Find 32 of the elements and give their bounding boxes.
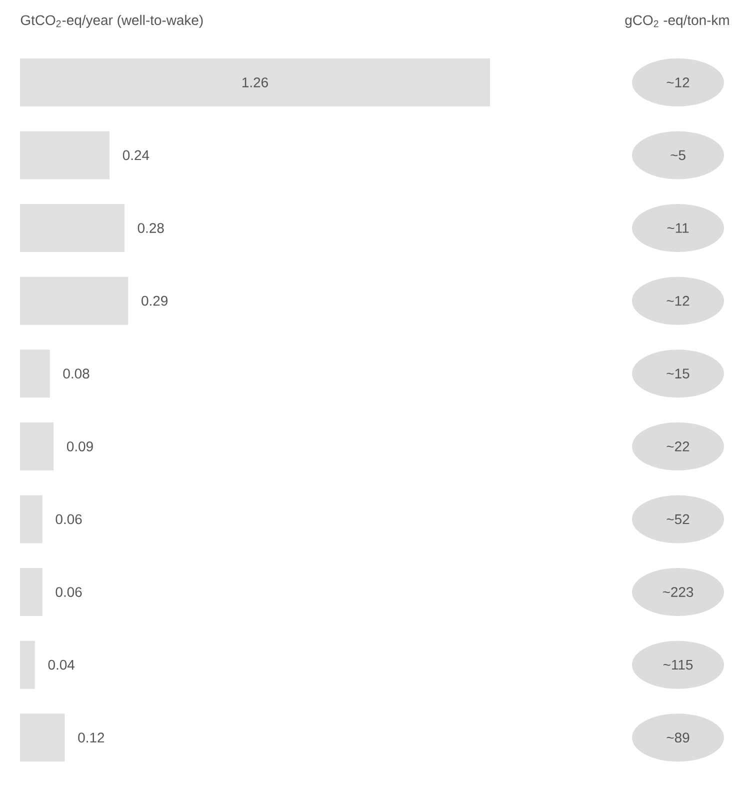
bar <box>20 276 128 325</box>
data-label: 0.29 <box>142 296 168 306</box>
text: ~12 <box>666 296 690 306</box>
bar <box>20 422 54 470</box>
data-label: 0.06 <box>56 587 82 597</box>
text: ~22 <box>666 442 690 452</box>
data-label: 1.26 <box>242 77 268 88</box>
text: gCO$_{2}$ -eq/ton-km <box>625 14 729 28</box>
text: ~223 <box>662 587 694 597</box>
data-label: 0.12 <box>78 732 104 743</box>
bar <box>20 568 42 616</box>
text: ~15 <box>666 368 690 378</box>
bar <box>20 204 124 252</box>
bar <box>20 350 50 398</box>
text: ~5 <box>670 150 686 160</box>
data-label: 0.28 <box>138 223 164 233</box>
bar <box>20 495 42 544</box>
chart-title: GtCO$_{2}$-eq/year (well-to-wake) <box>20 14 203 28</box>
data-label: 0.24 <box>122 150 150 160</box>
text: ~11 <box>667 223 689 233</box>
text: ~89 <box>666 732 690 743</box>
bar <box>20 714 65 762</box>
data-label: 0.06 <box>56 514 82 524</box>
data-label: 0.04 <box>48 660 74 670</box>
bar <box>20 640 35 689</box>
bar <box>20 131 110 180</box>
text: ~115 <box>663 660 693 670</box>
text: ~12 <box>666 78 690 88</box>
text: ~52 <box>666 514 690 524</box>
data-label: 0.08 <box>63 368 90 379</box>
data-label: 0.09 <box>66 441 93 452</box>
bar <box>20 58 490 106</box>
